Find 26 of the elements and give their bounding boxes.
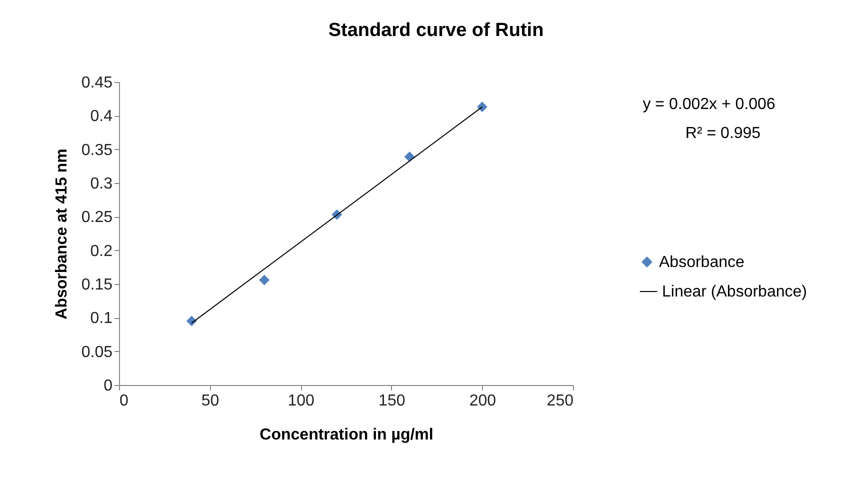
y-tick-label: 0.45 [81, 74, 113, 92]
y-tick-label: 0.35 [81, 142, 113, 159]
text: y = 0.002x + 0.006 [642, 96, 776, 113]
y-tick-label: 0.15 [81, 276, 113, 294]
point [186, 316, 197, 326]
y-tick-label: 0.25 [81, 209, 113, 226]
legend-label: Absorbance [659, 254, 744, 271]
point [476, 102, 488, 112]
x-tick-label: 150 [378, 392, 406, 410]
y-tick-label: 0.05 [81, 344, 113, 361]
y-axis-title: Absorbance at 415 nm [53, 148, 70, 320]
x-tick-label: 250 [546, 392, 574, 410]
x-tick-label: 100 [288, 392, 315, 410]
y-tick-label: 0.3 [90, 176, 113, 192]
chart-title: Standard curve of Rutin [328, 20, 544, 41]
x-tick-label: 200 [469, 392, 496, 410]
y-tick-label: 0 [104, 378, 113, 394]
point [259, 274, 270, 286]
legend-label: Linear (Absorbance) [662, 284, 807, 300]
x-tick-label: 0 [120, 392, 128, 410]
text: R² = 0.995 [685, 125, 761, 142]
x-axis-title: Concentration in µg/ml [260, 426, 434, 444]
x-tick-label: 50 [201, 392, 220, 410]
y-tick-label: 0.4 [90, 108, 113, 126]
y-tick-label: 0.2 [90, 242, 113, 260]
y-tick-label: 0.1 [90, 310, 113, 328]
